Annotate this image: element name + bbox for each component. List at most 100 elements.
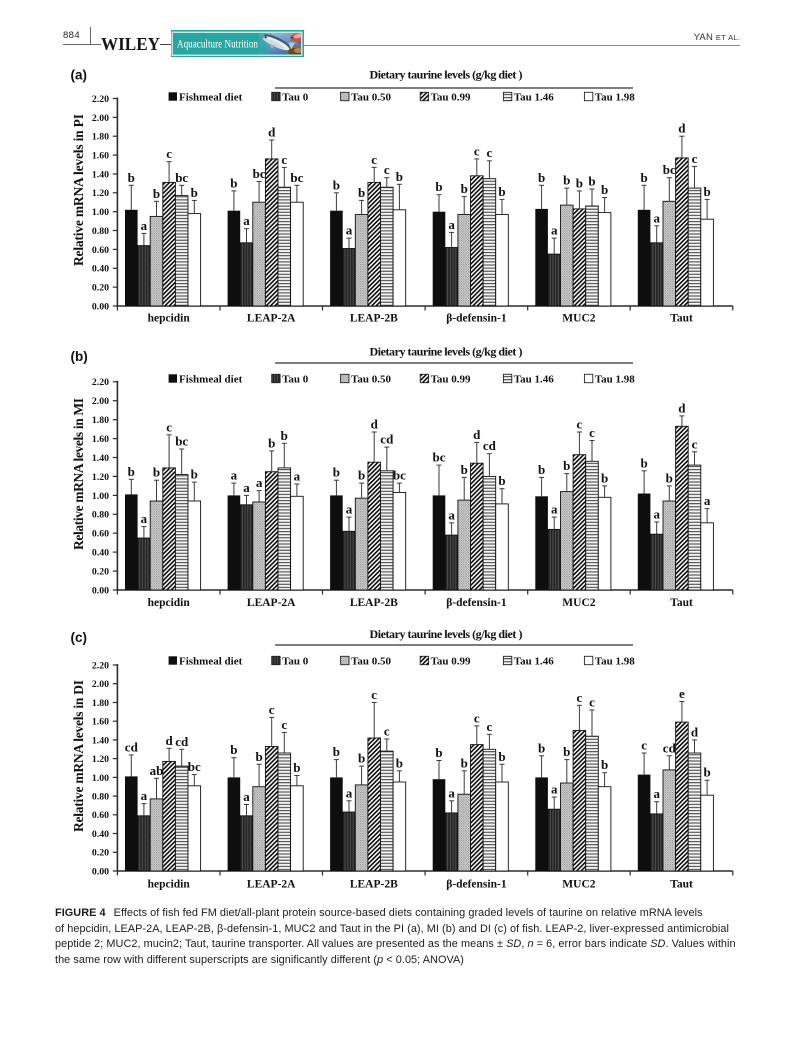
svg-text:2.00: 2.00 [92,679,109,690]
svg-text:a: a [653,506,660,521]
svg-text:b: b [461,755,468,770]
svg-text:Tau 0: Tau 0 [282,373,309,385]
svg-text:Tau 0.99: Tau 0.99 [431,655,471,667]
svg-text:1.80: 1.80 [92,415,109,426]
svg-text:bc: bc [290,170,303,185]
svg-text:LEAP-2A: LEAP-2A [247,879,296,891]
svg-text:β-defensin-1: β-defensin-1 [446,597,507,609]
svg-text:c: c [577,690,583,705]
svg-text:LEAP-2A: LEAP-2A [247,313,296,325]
svg-text:bc: bc [253,166,266,181]
svg-text:Tau 1.98: Tau 1.98 [595,373,635,385]
svg-text:0.00: 0.00 [92,585,109,596]
svg-text:Relative mRNA levels in PI: Relative mRNA levels in PI [71,114,86,266]
svg-text:Tau 0.50: Tau 0.50 [351,655,391,667]
svg-text:2.20: 2.20 [92,94,109,105]
svg-text:b: b [538,740,545,755]
svg-text:c: c [371,152,377,167]
svg-text:c: c [641,738,647,753]
svg-text:b: b [703,765,710,780]
svg-text:b: b [563,744,570,759]
svg-text:Fishmeal diet: Fishmeal diet [179,655,243,667]
svg-text:Tau 0.99: Tau 0.99 [431,373,471,385]
svg-text:b: b [538,170,545,185]
svg-text:b: b [191,185,198,200]
svg-text:Tau 0.50: Tau 0.50 [351,373,391,385]
svg-text:b: b [396,169,403,184]
svg-text:b: b [153,465,160,480]
svg-text:a: a [653,210,660,225]
svg-text:Tau 0.99: Tau 0.99 [431,91,471,103]
svg-text:c: c [384,724,390,739]
svg-text:b: b [435,745,442,760]
svg-text:a: a [551,223,558,238]
svg-text:b: b [358,751,365,766]
svg-text:b: b [461,181,468,196]
svg-text:b: b [435,179,442,194]
svg-text:d: d [371,417,379,432]
svg-text:bc: bc [175,170,188,185]
svg-text:c: c [589,425,595,440]
svg-text:Dietary taurine levels (g/kg d: Dietary taurine levels (g/kg diet ) [370,68,523,82]
svg-text:cd: cd [125,739,139,754]
svg-text:c: c [487,145,493,160]
svg-text:Dietary taurine levels (g/kg d: Dietary taurine levels (g/kg diet ) [370,345,523,359]
svg-text:Tau 0: Tau 0 [282,91,309,103]
svg-text:c: c [487,719,493,734]
svg-text:1.60: 1.60 [92,434,109,445]
svg-text:0.40: 0.40 [92,829,109,840]
svg-text:bc: bc [433,450,446,465]
svg-text:Tau 1.46: Tau 1.46 [514,373,554,385]
svg-text:Taut: Taut [670,313,693,325]
svg-text:1.40: 1.40 [92,735,109,746]
svg-text:a: a [294,469,301,484]
svg-text:Fishmeal diet: Fishmeal diet [179,373,243,385]
svg-text:c: c [577,417,583,432]
svg-text:bc: bc [175,434,188,449]
svg-text:b: b [281,428,288,443]
svg-text:hepcidin: hepcidin [148,313,191,325]
svg-text:b: b [358,468,365,483]
svg-text:cd: cd [380,432,394,447]
svg-text:cd: cd [175,734,189,749]
svg-text:Taut: Taut [670,597,693,609]
svg-text:a: a [448,785,455,800]
svg-text:LEAP-2B: LEAP-2B [350,313,398,325]
svg-text:bc: bc [663,162,676,177]
svg-text:0.20: 0.20 [92,567,109,578]
svg-text:b: b [538,462,545,477]
svg-text:a: a [141,218,148,233]
svg-text:2.00: 2.00 [92,113,109,124]
svg-text:hepcidin: hepcidin [148,879,191,891]
svg-text:Tau 0.50: Tau 0.50 [351,91,391,103]
svg-text:0.80: 0.80 [92,226,109,237]
svg-text:a: a [551,782,558,797]
svg-text:b: b [640,170,647,185]
svg-text:d: d [473,427,481,442]
svg-text:b: b [153,186,160,201]
svg-text:2.20: 2.20 [92,377,109,388]
svg-text:a: a [653,786,660,801]
svg-text:b: b [191,467,198,482]
svg-text:b: b [128,170,135,185]
svg-text:Aquaculture Nutrition: Aquaculture Nutrition [177,36,258,50]
svg-text:b: b [268,435,275,450]
svg-text:1.00: 1.00 [92,773,109,784]
svg-text:2.20: 2.20 [92,660,109,671]
svg-text:e: e [679,686,685,701]
svg-text:1.00: 1.00 [92,491,109,502]
svg-text:0.80: 0.80 [92,510,109,521]
svg-text:c: c [474,143,480,158]
svg-text:MUC2: MUC2 [562,597,595,609]
svg-text:Tau 1.46: Tau 1.46 [514,655,554,667]
svg-text:a: a [448,217,455,232]
svg-text:0.20: 0.20 [92,848,109,859]
svg-text:cd: cd [483,438,497,453]
svg-text:LEAP-2B: LEAP-2B [350,597,398,609]
svg-text:a: a [231,468,238,483]
svg-text:b: b [461,462,468,477]
svg-text:a: a [346,223,353,238]
svg-text:Tau 0: Tau 0 [282,655,309,667]
svg-text:b: b [333,177,340,192]
svg-text:1.40: 1.40 [92,453,109,464]
